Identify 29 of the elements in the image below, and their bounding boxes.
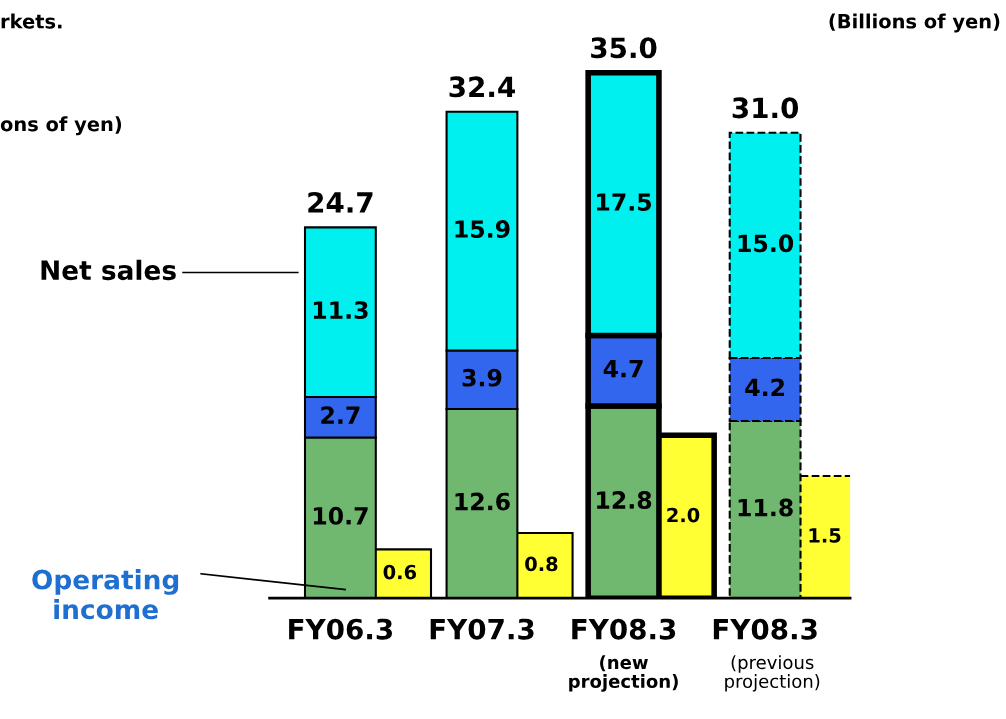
data-label: 12.8: [597, 491, 652, 509]
total-label: 31.0: [732, 97, 799, 119]
data-label: 17.5: [597, 193, 652, 211]
data-label: 3.9: [462, 368, 502, 387]
data-label: 0.8: [525, 556, 558, 572]
data-label: 2.0: [667, 507, 700, 523]
data-label: 15.0: [738, 234, 794, 253]
text: (Billions of yen): [829, 13, 1000, 33]
text: Operating income: [32, 569, 179, 620]
data-label: 4.2: [745, 378, 784, 397]
data-label: 2.7: [321, 406, 360, 424]
data-label: 0.6: [383, 564, 417, 580]
data-label: 4.7: [603, 360, 643, 378]
x-tick-label: FY08.3 (new projection): [569, 618, 678, 692]
x-tick-label: FY08.3 (previous projection): [713, 618, 820, 692]
data-label: 1.5: [809, 528, 841, 543]
total-label: 32.4: [449, 76, 515, 98]
x-tick-label: FY06.3: [289, 618, 392, 640]
x-tick-label: FY07.3: [430, 618, 534, 640]
data-label: 11.8: [738, 498, 793, 517]
text: ons of yen): [0, 116, 122, 136]
text: Net sales: [41, 259, 176, 281]
total-label: 24.7: [308, 191, 373, 213]
data-label: 15.9: [455, 220, 510, 238]
text: rkets.: [1, 13, 62, 29]
data-label: 10.7: [313, 506, 368, 525]
data-label: 12.6: [455, 492, 510, 511]
total-label: 35.0: [591, 37, 657, 59]
data-label: 11.3: [313, 301, 368, 320]
